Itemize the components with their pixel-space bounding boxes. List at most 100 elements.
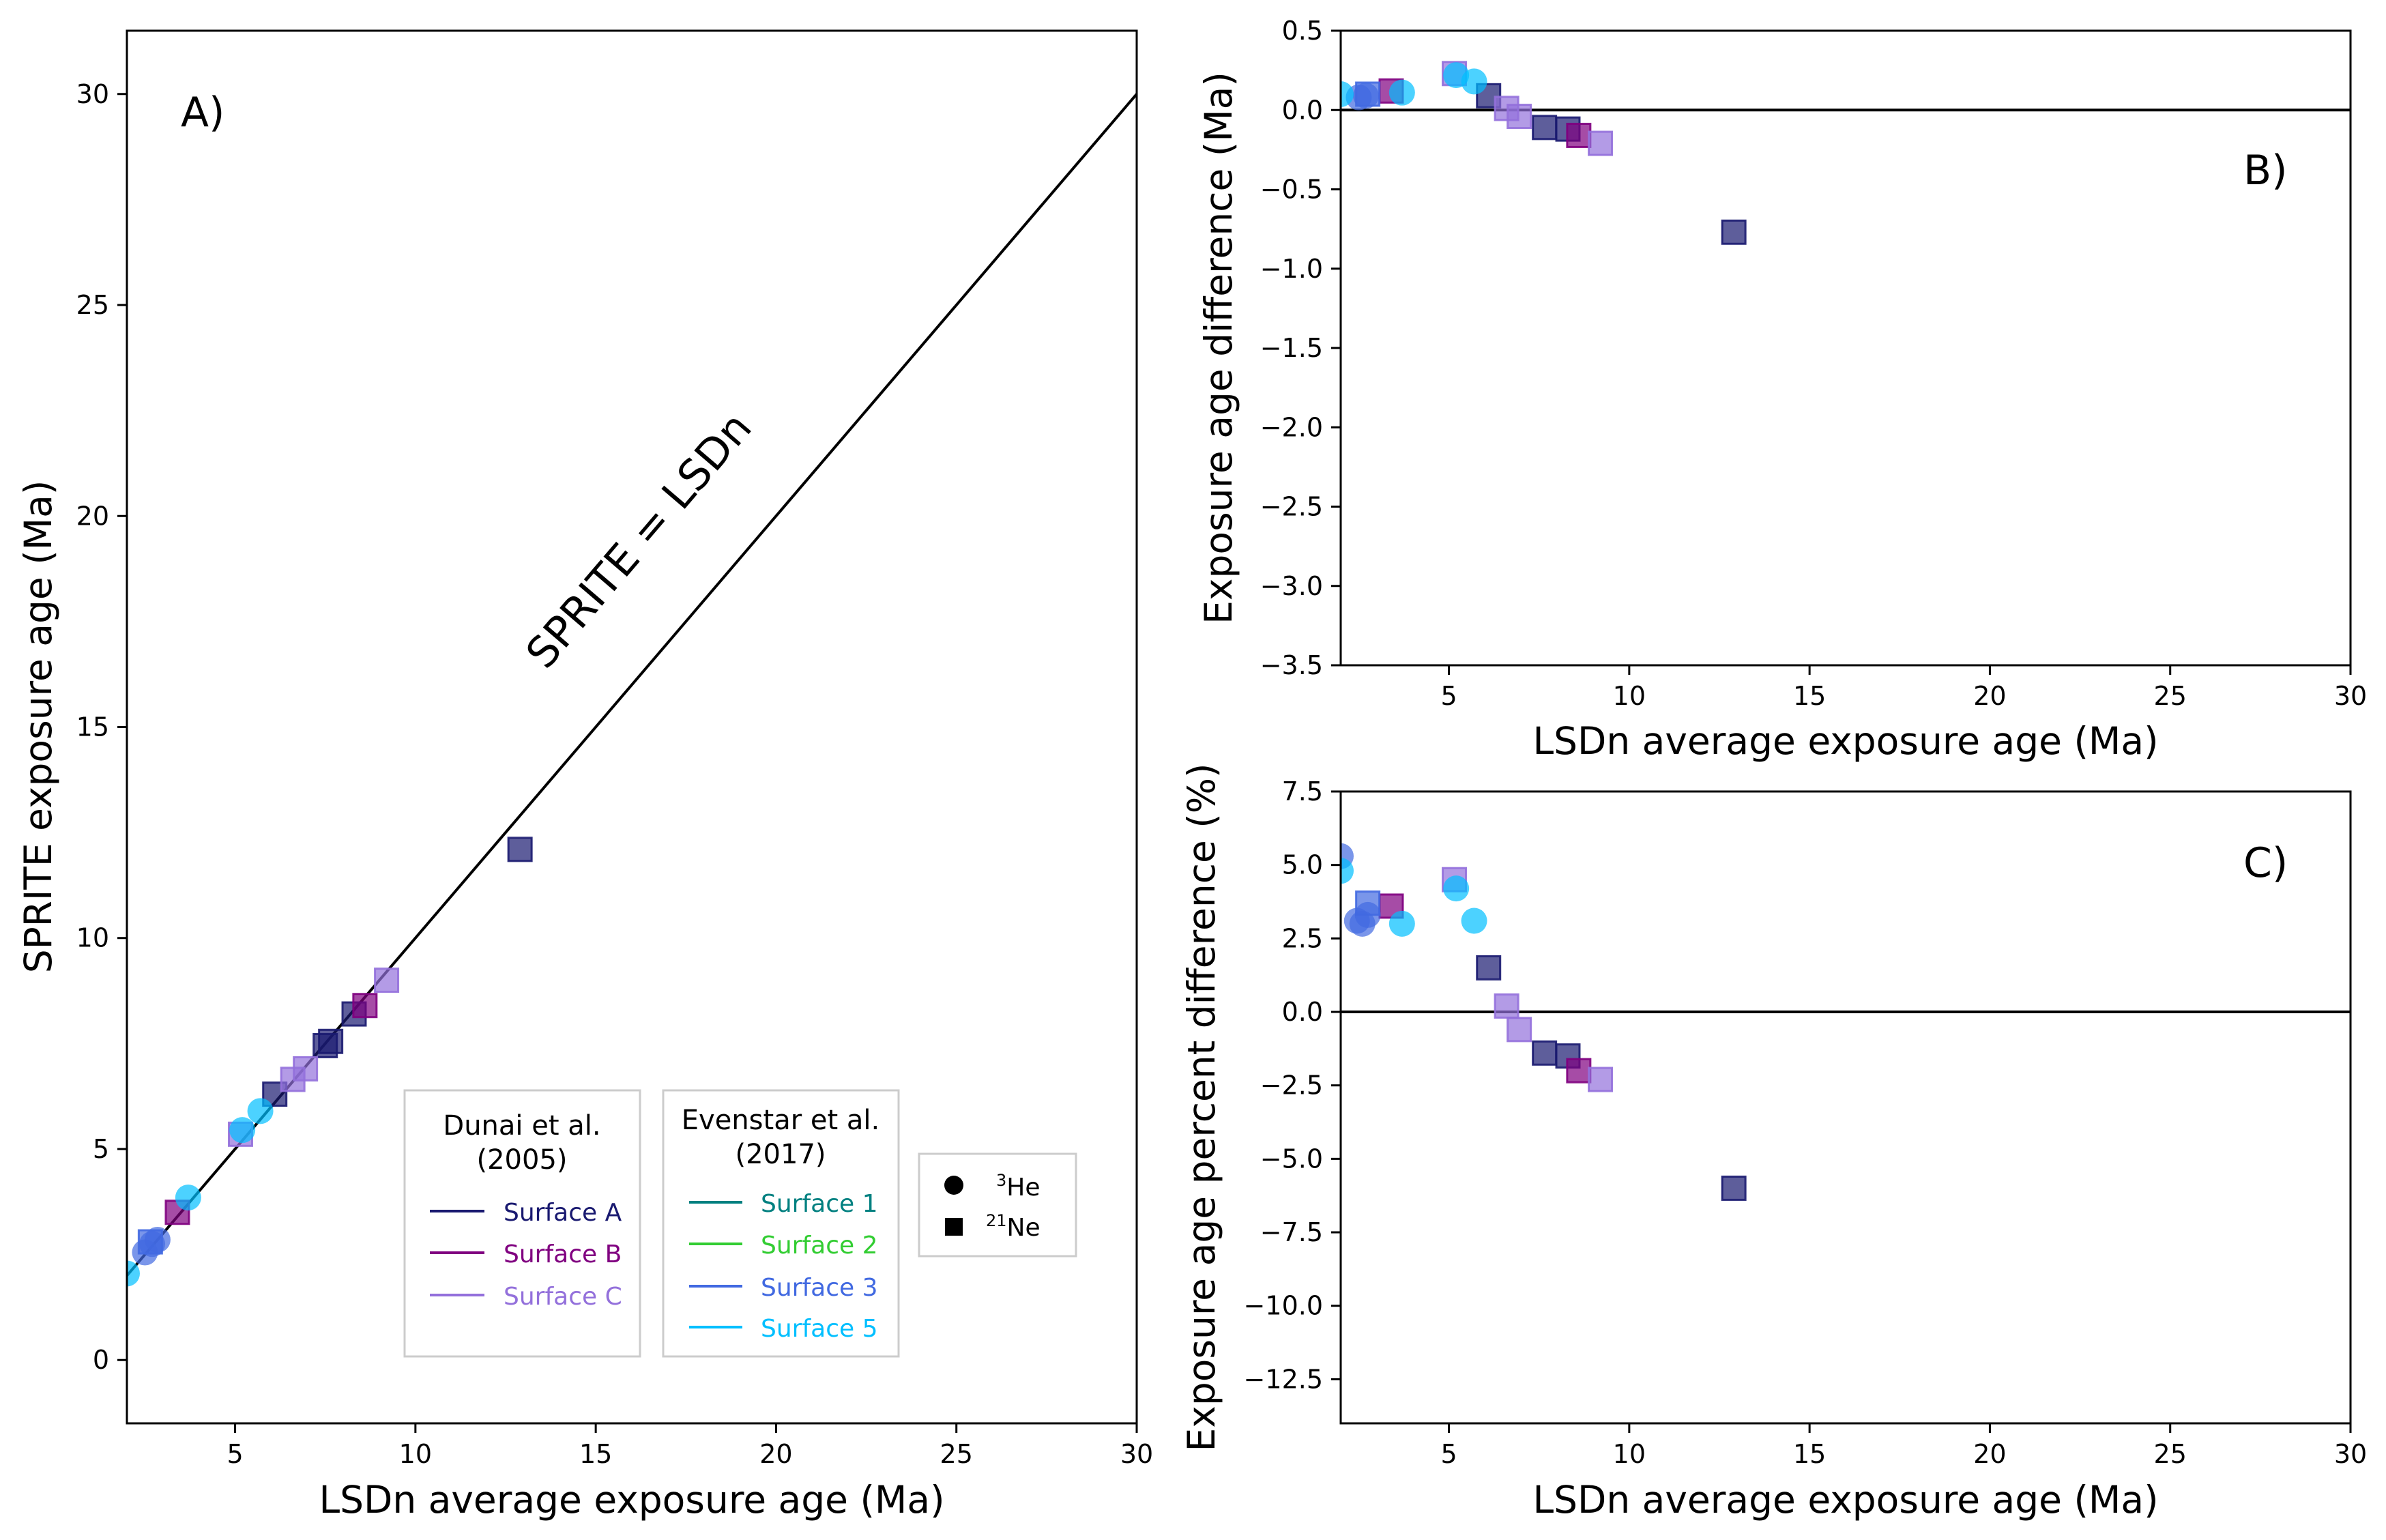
x-tick-label: 20 [1973,681,2006,711]
data-point-surface-b [352,993,378,1019]
y-tick-label: 0.0 [1282,95,1323,125]
data-point-surface-c [1588,130,1614,156]
legend-dunai-title-line2: (2005) [476,1144,567,1176]
legend-ne21-sup: 21 [986,1211,1007,1230]
y-tick-label: −12.5 [1244,1364,1323,1394]
x-tick-label: 5 [227,1439,243,1469]
legend-dunai-label-b: Surface B [504,1240,622,1268]
y-tick-label: −0.5 [1260,175,1323,205]
y-tick-label: −3.5 [1260,650,1323,680]
legend-dunai-title-line1: Dunai et al. [443,1110,600,1142]
legend-he3-label: 3He [996,1171,1041,1202]
x-tick-label: 25 [940,1439,973,1469]
reference-line-label: SPRITE = LSDn [516,403,761,678]
legend-markers: 3He 21Ne [918,1152,1077,1258]
panel-b: 5 10 15 20 25 30 0.5 0.0 −0.5 −1.0 −1.5 −2.0 −2.5 −3.… [1197,16,2367,763]
data-point-surface-5 [247,1098,274,1124]
y-tick-label: 10 [76,923,109,953]
legend-evenstar-label-1: Surface 1 [761,1190,878,1218]
legend-markers-box [918,1152,1077,1258]
y-tick-label: −10.0 [1244,1291,1323,1321]
y-tick-label: 5 [93,1134,109,1164]
legend-ne21-elem: Ne [1007,1214,1041,1242]
y-tick-label: 7.5 [1282,776,1323,807]
y-tick-label: −7.5 [1260,1217,1323,1247]
legend-he3-elem: He [1006,1174,1040,1202]
y-tick-label: −2.5 [1260,492,1323,522]
legend-dunai-label-a: Surface A [504,1199,622,1227]
data-point-surface-a [1721,1175,1747,1201]
panel-c-xlabel: LSDn average exposure age (Ma) [1532,1478,2158,1522]
x-tick-label: 15 [1793,681,1826,711]
data-point-surface-a [1532,1040,1558,1066]
y-tick-label: 2.5 [1282,923,1323,953]
legend-he3-marker [944,1176,963,1195]
legend-evenstar-title-line1: Evenstar et al. [682,1105,879,1136]
data-point-surface-a [318,1028,344,1054]
x-tick-label: 15 [1793,1439,1826,1469]
data-point-surface-5 [127,1260,140,1287]
x-tick-label: 25 [2154,1439,2187,1469]
data-point-surface-a [1532,115,1558,141]
panel-c-marks [1341,843,2351,1201]
panel-a: 5 10 15 20 25 30 0 5 10 15 20 25 30 A) SPRITE = LSDn… [16,29,1154,1522]
y-tick-label: 15 [76,712,109,742]
data-point-surface-5 [1461,68,1487,95]
y-tick-label: 0.5 [1282,16,1323,46]
data-point-surface-c [293,1056,319,1081]
y-tick-label: −1.5 [1260,333,1323,363]
y-tick-label: 30 [76,79,109,109]
y-tick-label: 0 [93,1345,109,1375]
data-point-surface-5 [1341,81,1354,107]
data-point-surface-b [1566,122,1592,148]
legend-dunai-box [403,1089,641,1358]
panel-a-ylabel: SPRITE exposure age (Ma) [16,480,60,974]
data-point-surface-b [1566,1058,1592,1084]
legend-evenstar-label-3: Surface 3 [761,1274,878,1302]
y-tick-label: −2.0 [1260,412,1323,442]
data-point-surface-a [1721,219,1747,245]
panel-b-ticks: 5 10 15 20 25 30 0.5 0.0 −0.5 −1.0 −1.5 −2.0 −2.5 −3.… [1260,16,2367,711]
data-point-surface-5 [1461,907,1487,934]
panel-c-ticks: 5 10 15 20 25 30 7.5 5.0 2.5 0.0 −2.5 −5.0 −7.5 −10.0… [1244,776,2368,1469]
data-point-surface-5 [1388,910,1415,937]
panel-a-marks [127,93,1137,1287]
data-point-surface-5 [229,1117,256,1144]
data-point-surface-5 [175,1185,201,1211]
panel-a-label: A) [181,89,224,136]
x-tick-label: 10 [1613,681,1646,711]
legend-evenstar-title-line2: (2017) [735,1139,826,1170]
panel-b-frame [1339,29,2352,667]
x-tick-label: 30 [2334,1439,2367,1469]
data-point-surface-c [1494,993,1519,1019]
data-point-surface-3 [1355,81,1381,107]
x-tick-label: 25 [2154,681,2187,711]
panel-c-label: C) [2243,839,2288,887]
legend-evenstar-label-5: Surface 5 [761,1315,878,1343]
legend-ne21-label: 21Ne [986,1211,1041,1242]
x-tick-label: 20 [759,1439,792,1469]
data-point-surface-a [1476,955,1502,980]
data-point-surface-5 [1388,79,1415,106]
legend-ne21-marker [945,1218,963,1236]
legend-dunai: Dunai et al. (2005) Surface A Surface B … [403,1089,641,1358]
panel-b-label: B) [2243,147,2288,194]
data-point-surface-3 [1355,890,1381,916]
y-tick-label: −2.5 [1260,1071,1323,1101]
x-tick-label: 5 [1440,681,1457,711]
panel-c-ylabel: Exposure age percent difference (%) [1180,764,1223,1452]
x-tick-label: 5 [1440,1439,1457,1469]
panel-b-marks [1341,61,2351,245]
x-tick-label: 30 [1120,1439,1153,1469]
x-tick-label: 20 [1973,1439,2006,1469]
panel-a-xlabel: LSDn average exposure age (Ma) [319,1478,944,1522]
data-point-surface-c [374,968,400,993]
x-tick-label: 10 [399,1439,432,1469]
legend-evenstar: Evenstar et al. (2017) Surface 1 Surface… [662,1089,900,1358]
panel-a-ticks: 5 10 15 20 25 30 0 5 10 15 20 25 30 [76,79,1154,1469]
x-tick-label: 30 [2334,681,2367,711]
legend-evenstar-box [662,1089,900,1358]
legend-evenstar-label-2: Surface 2 [761,1232,878,1260]
data-point-surface-a [507,837,533,862]
